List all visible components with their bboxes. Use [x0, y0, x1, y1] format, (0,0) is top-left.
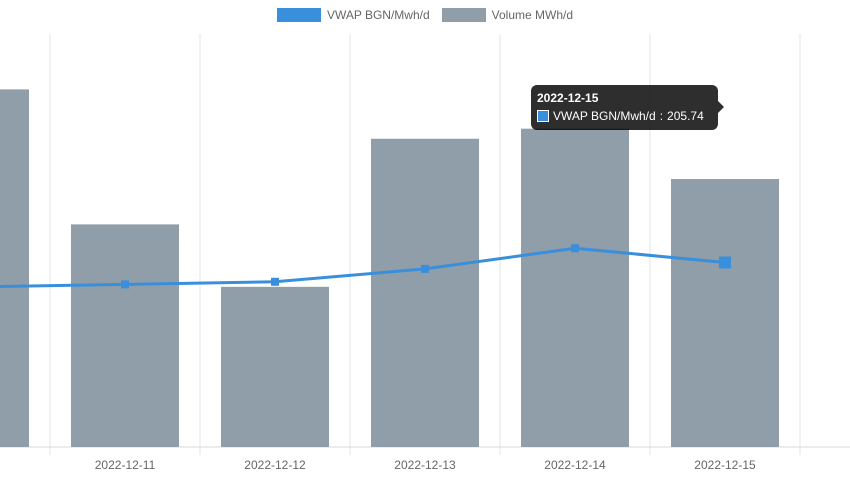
x-tick-label: 2022-12-12 [244, 458, 306, 472]
tooltip-colon: : [659, 109, 664, 123]
point-vwap [121, 280, 129, 289]
legend-swatch-vwap [276, 8, 321, 22]
bar-volume [371, 138, 479, 447]
point-vwap [271, 277, 279, 286]
x-tick-label: 2022-12-13 [394, 458, 456, 472]
tooltip-title: 2022-12-15 [537, 91, 599, 105]
x-tick-label: 2022-12-11 [95, 458, 156, 472]
tooltip-row: VWAP BGN/Mwh/d: 205.74 [537, 109, 712, 123]
tooltip-value: 205.74 [667, 109, 704, 123]
bar-volume [671, 179, 779, 448]
bar-volume [71, 224, 179, 447]
chart-legend: VWAP BGN/Mwh/d Volume MWh/d [0, 8, 850, 22]
legend-label-volume: Volume MWh/d [491, 8, 574, 22]
point-vwap [571, 244, 579, 253]
tooltip-swatch [537, 110, 549, 122]
x-tick-label: 2022-12-14 [544, 458, 606, 472]
point-vwap [421, 264, 429, 273]
legend-swatch-volume [441, 8, 486, 22]
bar-volume [0, 89, 29, 447]
x-tick-label: 2022-12-15 [694, 458, 756, 472]
line-vwap [0, 246, 726, 289]
legend-label-vwap: VWAP BGN/Mwh/d [326, 8, 430, 22]
tooltip-series-name: VWAP BGN/Mwh/d [553, 109, 656, 123]
chart-tooltip: 2022-12-15 VWAP BGN/Mwh/d: 205.74 [531, 85, 724, 130]
point-vwap-active [719, 256, 731, 269]
bar-volume [221, 286, 329, 447]
legend-item-volume[interactable]: Volume MWh/d [441, 8, 574, 22]
legend-item-vwap[interactable]: VWAP BGN/Mwh/d [276, 8, 430, 22]
bar-volume [521, 128, 629, 447]
